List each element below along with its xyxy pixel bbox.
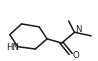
Text: HN: HN	[6, 43, 19, 52]
Text: N: N	[75, 25, 82, 34]
Text: O: O	[72, 51, 79, 60]
